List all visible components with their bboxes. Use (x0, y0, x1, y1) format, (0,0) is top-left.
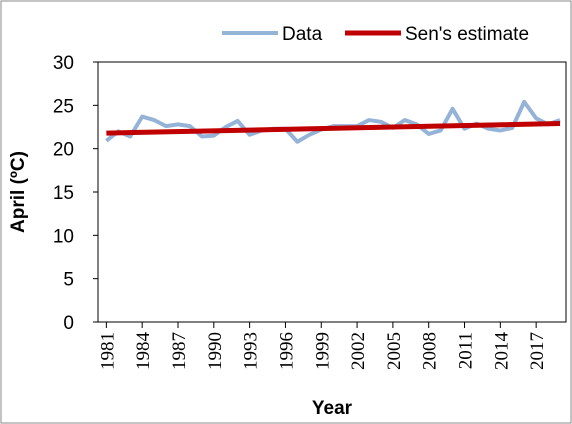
x-tick-label: 1990 (205, 332, 226, 370)
x-tick-label: 2011 (456, 332, 477, 369)
x-tick-label: 2017 (527, 332, 548, 370)
x-tick-label: 1981 (97, 332, 118, 370)
x-tick-label: 1996 (276, 332, 297, 370)
x-tick-label: 1987 (169, 332, 190, 370)
x-tick-label: 1984 (133, 332, 154, 371)
y-tick-label: 0 (63, 313, 74, 334)
x-tick-label: 1999 (312, 332, 333, 370)
y-tick-label: 30 (53, 53, 74, 74)
y-tick-label: 10 (53, 226, 74, 247)
x-tick-label: 2014 (491, 332, 512, 371)
x-tick-label: 2002 (348, 332, 369, 370)
data-line (106, 121, 561, 136)
y-axis-label: April (ºC) (8, 151, 29, 233)
y-tick-label: 5 (63, 270, 74, 291)
x-tick-label: 1993 (241, 332, 262, 370)
x-axis-label: Year (312, 398, 353, 419)
legend-label: Data (282, 24, 323, 45)
y-tick-label: 20 (53, 140, 74, 161)
x-tick-label: 2008 (420, 332, 441, 370)
legend-label: Sen's estimate (405, 24, 529, 45)
y-tick-label: 15 (53, 183, 74, 204)
y-tick-label: 25 (53, 96, 74, 117)
x-tick-label: 2005 (384, 332, 405, 370)
